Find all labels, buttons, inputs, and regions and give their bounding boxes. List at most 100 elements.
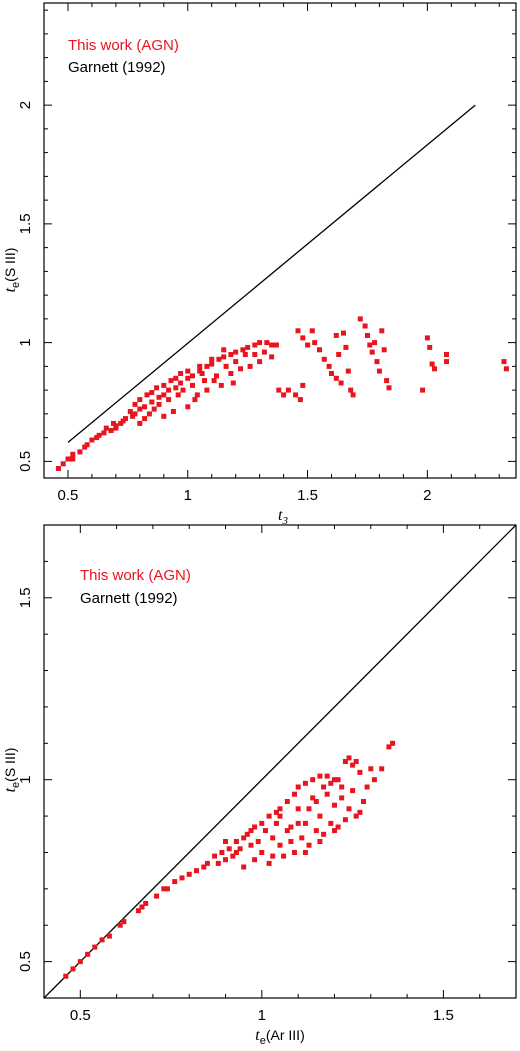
bottom-data-point-33 bbox=[284, 799, 290, 804]
top-data-point-25 bbox=[185, 375, 191, 381]
bottom-data-point-96 bbox=[317, 839, 323, 844]
top-data-point-106 bbox=[333, 375, 339, 381]
bottom-data-point-25 bbox=[233, 839, 239, 844]
top-data-point-74 bbox=[257, 359, 263, 365]
top-data-point-134 bbox=[501, 359, 507, 365]
bottom-data-point-50 bbox=[223, 839, 228, 844]
top-data-point-11 bbox=[108, 428, 114, 433]
top-data-point-51 bbox=[161, 413, 167, 419]
top-x-tick-label-2: 1.5 bbox=[297, 487, 318, 504]
top-data-point-126 bbox=[386, 385, 392, 391]
bottom-data-point-37 bbox=[310, 777, 316, 783]
bottom-data-point-94 bbox=[288, 839, 294, 844]
top-data-point-91 bbox=[285, 387, 291, 393]
top-data-point-120 bbox=[372, 340, 378, 346]
bottom-data-point-27 bbox=[248, 828, 254, 834]
bottom-data-point-71 bbox=[324, 791, 330, 797]
bottom-data-point-8 bbox=[121, 919, 127, 925]
bottom-data-point-24 bbox=[226, 846, 232, 852]
top-data-point-56 bbox=[180, 387, 186, 393]
top-data-point-100 bbox=[309, 328, 315, 334]
bottom-data-point-7 bbox=[117, 922, 123, 928]
top-data-point-76 bbox=[269, 354, 275, 360]
top-data-point-108 bbox=[333, 333, 339, 338]
top-data-point-0 bbox=[55, 466, 61, 471]
top-data-point-107 bbox=[338, 380, 344, 386]
bottom-data-point-29 bbox=[259, 820, 265, 826]
top-data-point-122 bbox=[376, 368, 382, 374]
top-data-point-44 bbox=[137, 397, 143, 403]
top-data-point-50 bbox=[161, 382, 167, 388]
bottom-data-point-75 bbox=[339, 795, 345, 801]
top-data-point-118 bbox=[367, 342, 373, 348]
top-data-point-47 bbox=[149, 390, 155, 395]
bottom-data-point-90 bbox=[273, 820, 279, 826]
bottom-data-point-86 bbox=[328, 780, 334, 786]
top-data-point-39 bbox=[269, 342, 275, 348]
bottom-data-point-61 bbox=[288, 824, 294, 830]
top-data-point-10 bbox=[101, 430, 107, 436]
bottom-data-point-41 bbox=[339, 784, 345, 790]
bottom-data-point-91 bbox=[233, 850, 239, 855]
bottom-plot-frame bbox=[43, 524, 517, 999]
top-data-point-57 bbox=[185, 404, 191, 410]
bottom-x-tick-label-2: 1.5 bbox=[433, 1007, 454, 1024]
bottom-data-point-43 bbox=[350, 762, 356, 768]
top-data-point-115 bbox=[357, 316, 363, 322]
bottom-data-point-15 bbox=[172, 879, 178, 885]
top-data-point-84 bbox=[199, 371, 205, 376]
top-scatter-points bbox=[55, 316, 509, 471]
top-data-point-35 bbox=[245, 344, 251, 350]
top-data-point-28 bbox=[204, 363, 210, 369]
bottom-data-point-11 bbox=[143, 900, 149, 906]
top-data-point-48 bbox=[151, 406, 157, 412]
top-data-point-59 bbox=[190, 382, 195, 388]
top-data-point-70 bbox=[238, 366, 243, 372]
top-data-point-103 bbox=[321, 356, 327, 362]
top-data-point-87 bbox=[230, 380, 236, 386]
top-data-point-81 bbox=[168, 378, 174, 384]
bottom-data-point-59 bbox=[277, 842, 283, 848]
bottom-data-point-16 bbox=[179, 875, 185, 881]
top-data-point-26 bbox=[190, 373, 195, 379]
top-data-point-29 bbox=[209, 361, 215, 367]
top-data-point-119 bbox=[369, 349, 375, 355]
bottom-data-point-9 bbox=[135, 908, 141, 914]
bottom-data-point-23 bbox=[223, 857, 228, 863]
bottom-data-point-32 bbox=[277, 806, 283, 812]
top-data-point-4 bbox=[70, 456, 76, 462]
bottom-data-point-81 bbox=[284, 828, 290, 834]
bottom-data-point-52 bbox=[237, 846, 243, 852]
top-data-point-77 bbox=[273, 342, 279, 348]
bottom-data-point-74 bbox=[335, 824, 341, 830]
top-data-point-23 bbox=[173, 385, 179, 391]
top-data-point-95 bbox=[276, 387, 282, 393]
bottom-data-point-21 bbox=[212, 853, 218, 859]
top-data-point-88 bbox=[96, 432, 102, 438]
bottom-data-point-70 bbox=[321, 831, 327, 837]
top-data-point-82 bbox=[178, 371, 184, 376]
top-data-point-42 bbox=[127, 409, 133, 414]
top-data-point-86 bbox=[221, 347, 227, 353]
top-data-point-96 bbox=[281, 392, 287, 398]
top-data-point-18 bbox=[142, 404, 148, 410]
bottom-data-point-62 bbox=[292, 850, 297, 855]
bottom-data-point-48 bbox=[390, 740, 396, 746]
bottom-data-point-6 bbox=[106, 933, 112, 939]
bottom-data-point-66 bbox=[306, 842, 312, 848]
top-data-point-3 bbox=[70, 451, 76, 457]
bottom-data-point-82 bbox=[295, 820, 301, 826]
top-data-point-79 bbox=[144, 392, 150, 398]
top-data-point-83 bbox=[192, 397, 198, 403]
bottom-data-point-35 bbox=[295, 784, 301, 790]
top-data-point-55 bbox=[175, 392, 181, 398]
top-data-point-117 bbox=[365, 333, 370, 338]
bottom-data-point-36 bbox=[302, 780, 308, 786]
top-data-point-60 bbox=[194, 392, 200, 398]
bottom-data-point-51 bbox=[230, 853, 236, 859]
top-data-point-22 bbox=[166, 387, 172, 393]
top-data-point-37 bbox=[257, 340, 263, 346]
top-data-point-7 bbox=[84, 442, 90, 448]
bottom-data-point-38 bbox=[317, 773, 323, 779]
